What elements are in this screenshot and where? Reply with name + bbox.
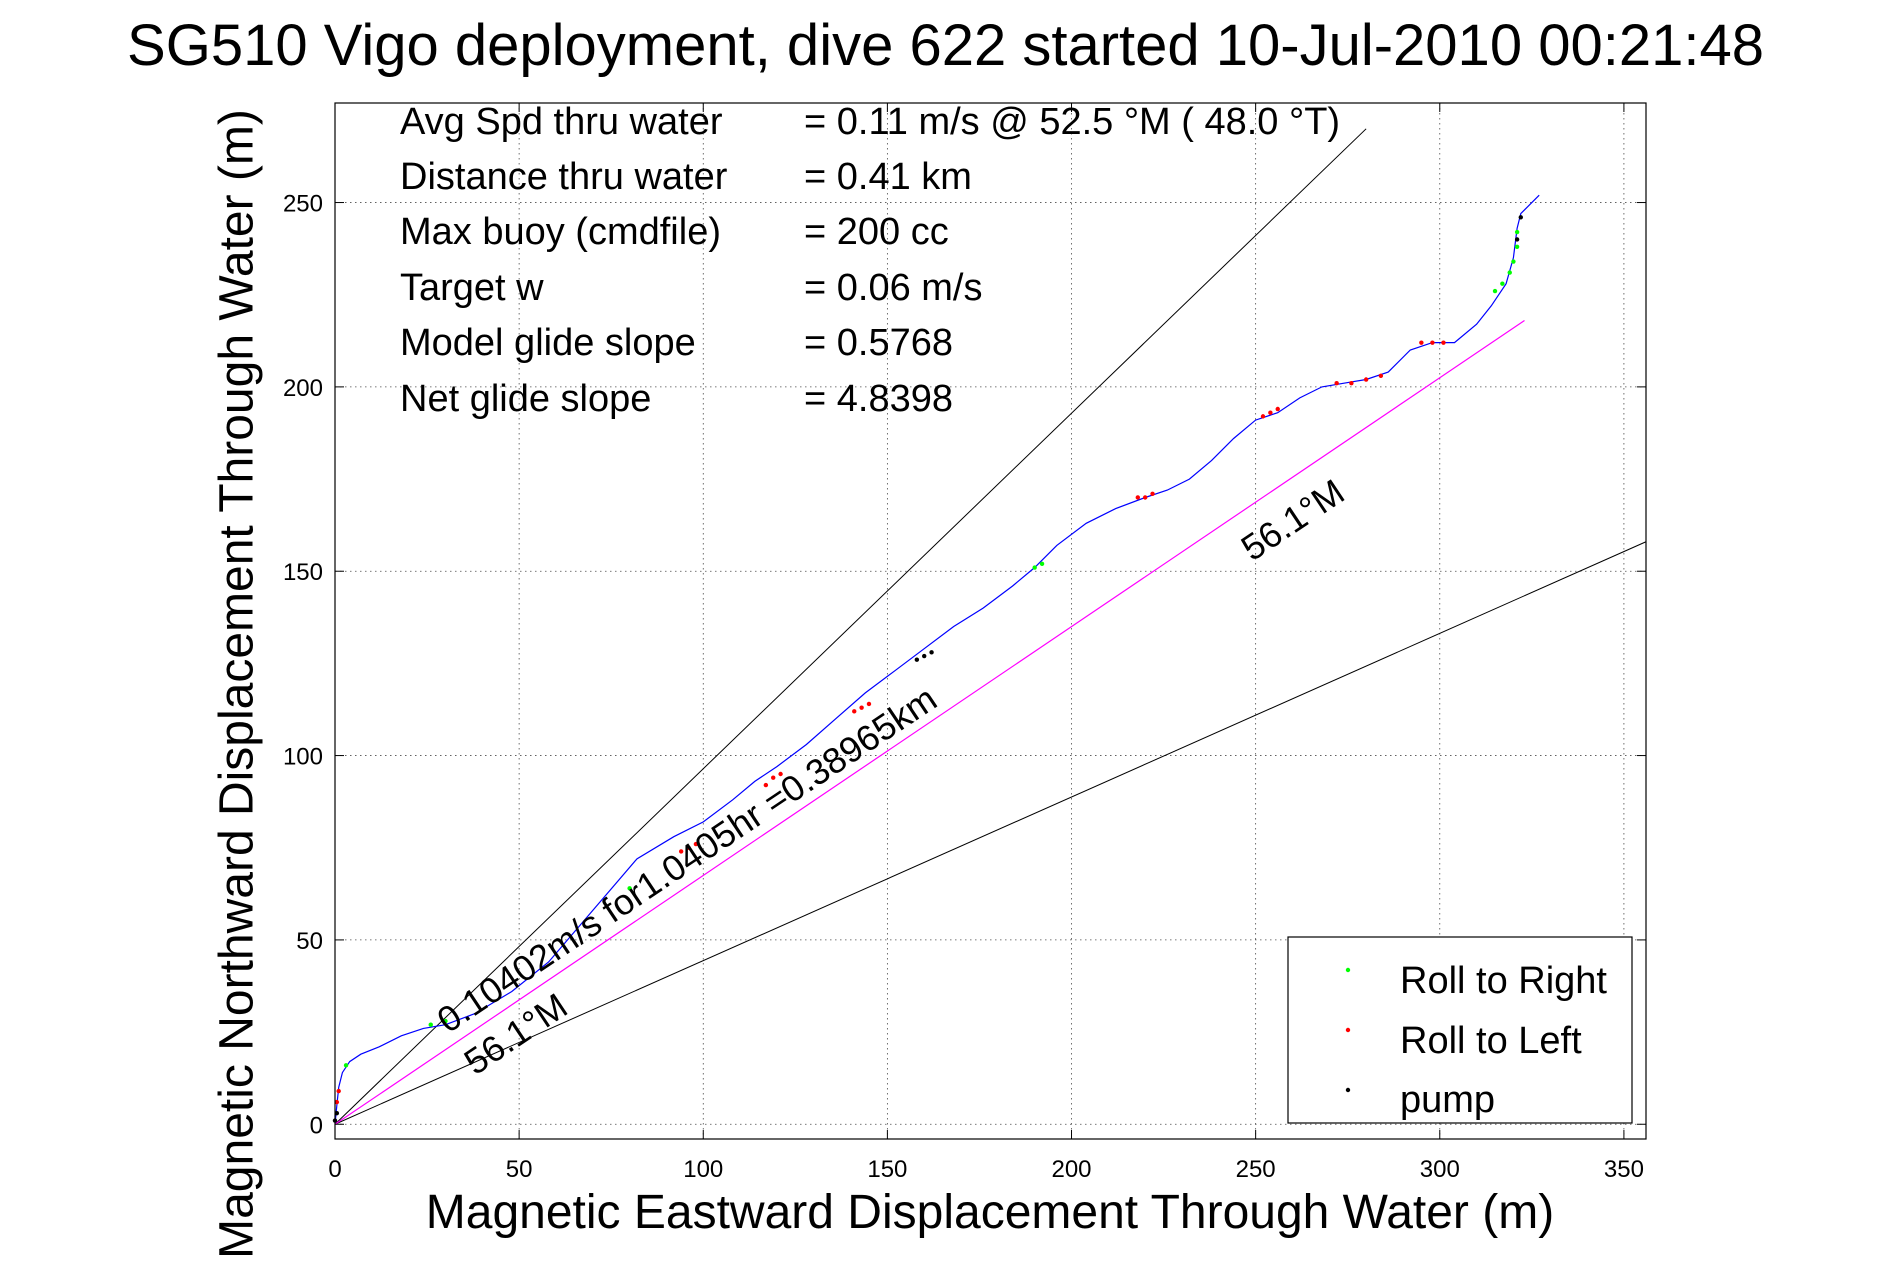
legend: Roll to Right Roll to Left pump: [1287, 936, 1633, 1124]
legend-label: Roll to Left: [1400, 1020, 1582, 1062]
legend-marker-roll-right: [1345, 967, 1351, 973]
stats-block: Avg Spd thru water = 0.11 m/s @ 52.5 °M …: [400, 101, 1340, 420]
marker-roll-to-left: [336, 1088, 341, 1094]
y-tick-label: 200: [283, 375, 323, 402]
marker-roll-to-left: [1135, 495, 1141, 500]
x-tick-label: 100: [683, 1156, 723, 1183]
vector-label: 0.10402m/s for1.0405hr =0.38965km: [430, 678, 944, 1041]
marker-roll-to-right: [1500, 281, 1505, 286]
marker-roll-to-left: [686, 845, 691, 850]
marker-roll-to-left: [763, 782, 769, 788]
marker-roll-to-left: [678, 849, 684, 854]
marker-roll-to-left: [866, 701, 872, 707]
marker-roll-to-left: [693, 841, 699, 847]
marker-roll-to-right: [1514, 244, 1520, 249]
y-tick-label: 150: [283, 559, 323, 586]
marker-roll-to-right: [428, 1022, 433, 1027]
marker-pump: [1514, 237, 1520, 242]
stat-value: = 0.06 m/s: [804, 267, 982, 309]
marker-pump: [929, 650, 934, 655]
legend-marker-pump: [1345, 1087, 1351, 1093]
marker-roll-to-right: [443, 1018, 448, 1024]
axes-frame: [334, 102, 1647, 1140]
y-tick-label: 100: [283, 744, 323, 771]
marker-roll-to-right: [627, 886, 632, 891]
marker-roll-to-left: [1419, 340, 1424, 345]
stat-value: = 4.8398: [804, 378, 953, 420]
x-tick-label: 50: [506, 1156, 533, 1183]
marker-roll-to-right: [1039, 561, 1045, 567]
marker-roll-to-right: [1507, 270, 1512, 275]
legend-label: pump: [1400, 1079, 1495, 1121]
stat-label: Net glide slope: [400, 378, 651, 420]
marker-roll-to-right: [1032, 565, 1037, 570]
marker-roll-to-left: [1378, 373, 1384, 379]
marker-pump: [922, 653, 927, 659]
stat-label: Target w: [400, 267, 544, 309]
marker-roll-to-left: [334, 1099, 340, 1105]
grid-lines: [334, 103, 1646, 1139]
stat-value: = 0.5768: [804, 322, 953, 364]
legend-marker-roll-left: [1345, 1027, 1351, 1033]
marker-roll-to-right: [1492, 288, 1498, 294]
series-vector-line: [334, 320, 1525, 1125]
marker-points: [332, 215, 1523, 1123]
x-tick-label: 200: [1051, 1156, 1091, 1183]
stat-value: = 0.11 m/s @ 52.5 °M ( 48.0 °T): [804, 101, 1340, 143]
marker-roll-to-left: [1334, 380, 1339, 386]
marker-roll-to-left: [1268, 410, 1273, 415]
y-tick-label: 50: [296, 928, 323, 955]
y-tick-label: 250: [283, 191, 323, 218]
y-tick-label: 0: [310, 1112, 323, 1139]
legend-label: Roll to Right: [1400, 960, 1607, 1002]
marker-pump: [334, 1110, 340, 1116]
heading-label-top: 56.1°M: [1234, 471, 1352, 569]
reference-line: [334, 128, 1367, 1125]
stat-label: Distance thru water: [400, 156, 728, 198]
marker-roll-to-right: [343, 1063, 349, 1068]
marker-roll-to-left: [852, 709, 857, 714]
x-tick-label: 0: [328, 1156, 341, 1183]
x-axis-label: Magnetic Eastward Displacement Through W…: [425, 1186, 1555, 1239]
marker-roll-to-left: [778, 771, 783, 777]
marker-roll-to-left: [1275, 406, 1280, 412]
x-tick-label: 350: [1604, 1156, 1644, 1183]
marker-roll-to-right: [1511, 259, 1516, 264]
marker-roll-to-left: [1142, 495, 1148, 500]
chart-title: SG510 Vigo deployment, dive 622 started …: [127, 13, 1764, 78]
marker-roll-to-left: [1349, 380, 1354, 386]
x-tick-label: 150: [867, 1156, 907, 1183]
stat-value: = 0.41 km: [804, 156, 972, 198]
marker-roll-to-right: [1514, 229, 1520, 235]
marker-roll-to-left: [1260, 414, 1266, 419]
axis-ticks: 0 50 100 150 200 250 300 350 0 50 100 150 200 250: [283, 103, 1646, 1183]
marker-roll-to-left: [1363, 377, 1369, 382]
marker-roll-to-left: [1430, 340, 1435, 345]
marker-roll-to-left: [1441, 340, 1446, 345]
marker-pump: [914, 657, 920, 662]
legend-box: [1287, 936, 1633, 1124]
x-tick-label: 300: [1420, 1156, 1460, 1183]
marker-roll-to-left: [859, 705, 864, 710]
stat-label: Model glide slope: [400, 322, 696, 364]
marker-roll-to-left: [771, 775, 776, 780]
marker-roll-to-left: [1150, 491, 1155, 497]
stat-label: Max buoy (cmdfile): [400, 211, 721, 253]
x-tick-label: 250: [1236, 1156, 1276, 1183]
stat-label: Avg Spd thru water: [400, 101, 723, 143]
marker-pump: [1518, 215, 1523, 220]
annotations: 0.10402m/s for1.0405hr =0.38965km 56.1°M…: [430, 471, 1352, 1083]
reference-lines: [334, 128, 1647, 1125]
stat-value: = 200 cc: [804, 211, 949, 253]
reference-line: [334, 541, 1647, 1125]
